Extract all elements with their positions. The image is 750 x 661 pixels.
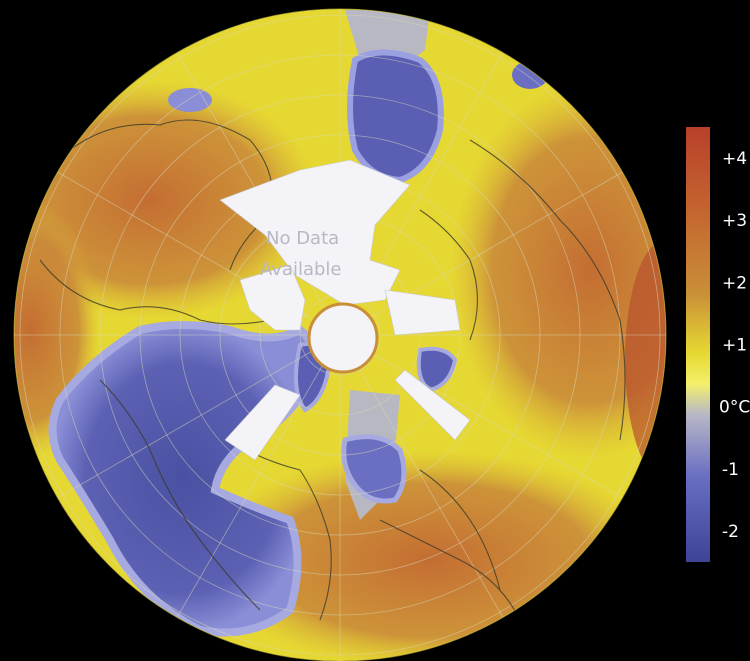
legend-tick-label: +1 (722, 336, 747, 356)
legend-ticks: +4 +3 +2 +1 0°C -1 -2 (719, 149, 750, 542)
no-data-sector-lower-right (394, 369, 471, 441)
legend-tick-label: -1 (722, 460, 739, 480)
no-data-sector-lower-left (224, 384, 301, 461)
no-data-sector-left (239, 264, 306, 331)
globe: No Data Available (14, 9, 666, 661)
globe-rim (13, 8, 667, 661)
cool-region-scandinavia (341, 434, 407, 504)
cool-region-northeast-blob (512, 61, 548, 89)
cool-region-north (347, 49, 444, 184)
no-data-regions (219, 159, 471, 461)
cool-region-northwest-blob (168, 88, 212, 112)
legend-tick-label: +2 (722, 273, 747, 293)
legend-tick-label: +3 (722, 211, 747, 231)
legend-tick-label: -2 (722, 522, 739, 542)
no-data-sector-main (219, 159, 411, 306)
color-legend: +4 +3 +2 +1 0°C -1 -2 (686, 127, 750, 562)
no-data-label-line1: No Data (266, 228, 339, 249)
pole-disc (307, 302, 379, 374)
cool-region-greenland (48, 321, 318, 637)
no-data-sector-right (384, 289, 461, 336)
no-data-label-line2: Available (260, 259, 341, 280)
legend-tick-label: +4 (722, 149, 747, 169)
legend-tick-label: 0°C (719, 398, 750, 418)
legend-color-bar (686, 127, 710, 562)
cool-region-small-a (416, 346, 458, 393)
